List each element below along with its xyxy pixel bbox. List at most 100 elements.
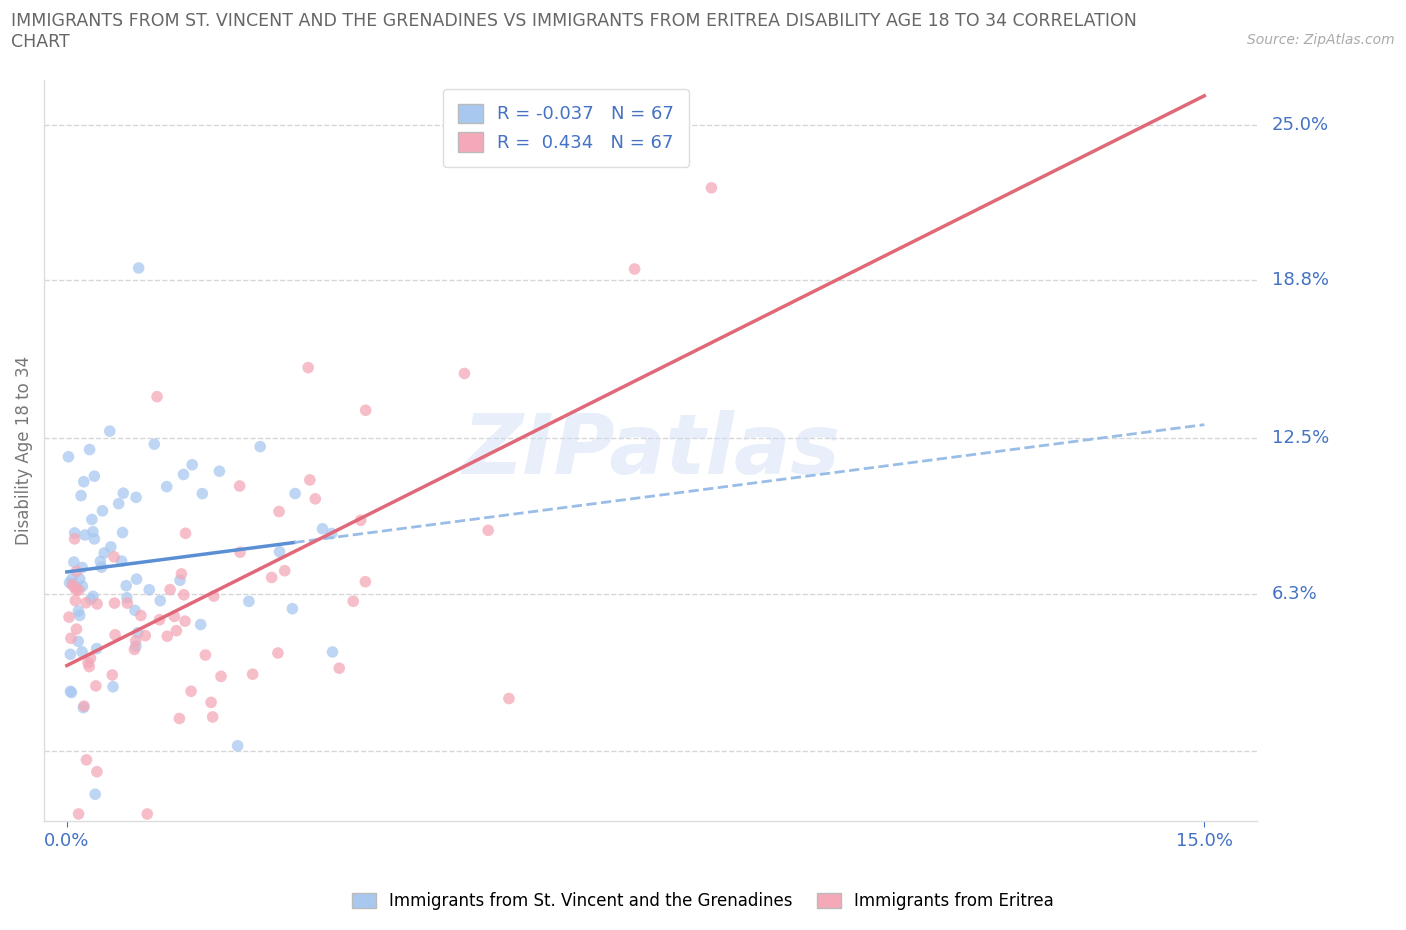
Point: [125, 572, 148, 587]
Point: [77, 659, 100, 674]
Point: [75, 595, 97, 610]
Point: [304, 491, 326, 506]
Point: [117, 595, 139, 610]
Point: [156, 629, 179, 644]
Point: [200, 695, 222, 710]
Point: [129, 608, 152, 623]
Point: [163, 609, 186, 624]
Text: CHART: CHART: [11, 33, 70, 51]
Point: [138, 582, 160, 597]
Point: [104, 628, 127, 643]
Point: [79, 442, 101, 457]
Point: [322, 644, 344, 659]
Point: [190, 618, 212, 632]
Point: [69, 608, 91, 623]
Point: [281, 601, 304, 616]
Point: [63, 531, 86, 546]
Point: [72, 700, 94, 715]
Point: [58, 576, 80, 591]
Point: [63, 525, 86, 540]
Point: [110, 553, 132, 568]
Point: [453, 366, 475, 381]
Point: [65, 583, 87, 598]
Point: [63, 554, 86, 569]
Text: Source: ZipAtlas.com: Source: ZipAtlas.com: [1247, 33, 1395, 47]
Point: [127, 625, 149, 640]
Point: [103, 596, 125, 611]
Point: [93, 546, 115, 561]
Point: [86, 641, 108, 656]
Point: [66, 580, 89, 595]
Point: [67, 634, 90, 649]
Point: [65, 593, 87, 608]
Point: [170, 566, 193, 581]
Point: [60, 685, 83, 700]
Point: [124, 603, 146, 618]
Point: [173, 588, 195, 603]
Point: [69, 571, 91, 586]
Point: [107, 497, 129, 512]
Point: [174, 614, 197, 629]
Text: 18.8%: 18.8%: [1272, 272, 1329, 289]
Y-axis label: Disability Age 18 to 34: Disability Age 18 to 34: [15, 356, 32, 545]
Point: [89, 554, 111, 569]
Point: [63, 579, 86, 594]
Point: [194, 647, 217, 662]
Text: IMMIGRANTS FROM ST. VINCENT AND THE GRENADINES VS IMMIGRANTS FROM ERITREA DISABI: IMMIGRANTS FROM ST. VINCENT AND THE GREN…: [11, 12, 1137, 30]
Point: [67, 604, 90, 618]
Point: [82, 525, 104, 539]
Point: [86, 596, 108, 611]
Point: [125, 639, 148, 654]
Point: [59, 631, 82, 645]
Point: [181, 458, 204, 472]
Point: [269, 544, 291, 559]
Point: [208, 464, 231, 479]
Point: [59, 647, 82, 662]
Text: 12.5%: 12.5%: [1272, 430, 1329, 447]
Point: [101, 679, 124, 694]
Point: [73, 527, 96, 542]
Point: [82, 589, 104, 604]
Point: [76, 752, 98, 767]
Point: [148, 612, 170, 627]
Point: [477, 523, 499, 538]
Point: [67, 583, 90, 598]
Point: [297, 360, 319, 375]
Point: [149, 593, 172, 608]
Point: [72, 578, 94, 593]
Point: [125, 490, 148, 505]
Point: [73, 474, 96, 489]
Point: [60, 572, 83, 587]
Point: [77, 656, 100, 671]
Point: [101, 668, 124, 683]
Point: [165, 623, 187, 638]
Point: [83, 469, 105, 484]
Point: [342, 593, 364, 608]
Point: [124, 642, 146, 657]
Point: [202, 589, 225, 604]
Point: [134, 628, 156, 643]
Text: 25.0%: 25.0%: [1272, 116, 1329, 134]
Point: [65, 564, 87, 578]
Point: [143, 437, 166, 452]
Point: [249, 439, 271, 454]
Point: [169, 711, 191, 726]
Point: [180, 684, 202, 698]
Point: [83, 531, 105, 546]
Point: [354, 403, 377, 418]
Point: [115, 578, 138, 593]
Point: [146, 390, 169, 405]
Text: 6.3%: 6.3%: [1272, 585, 1317, 603]
Point: [70, 560, 93, 575]
Point: [84, 679, 107, 694]
Point: [201, 710, 224, 724]
Point: [128, 260, 150, 275]
Point: [73, 698, 96, 713]
Point: [80, 512, 103, 527]
Point: [228, 479, 250, 494]
Point: [103, 550, 125, 565]
Point: [328, 661, 350, 676]
Point: [100, 539, 122, 554]
Point: [86, 764, 108, 779]
Legend: Immigrants from St. Vincent and the Grenadines, Immigrants from Eritrea: Immigrants from St. Vincent and the Gren…: [346, 885, 1060, 917]
